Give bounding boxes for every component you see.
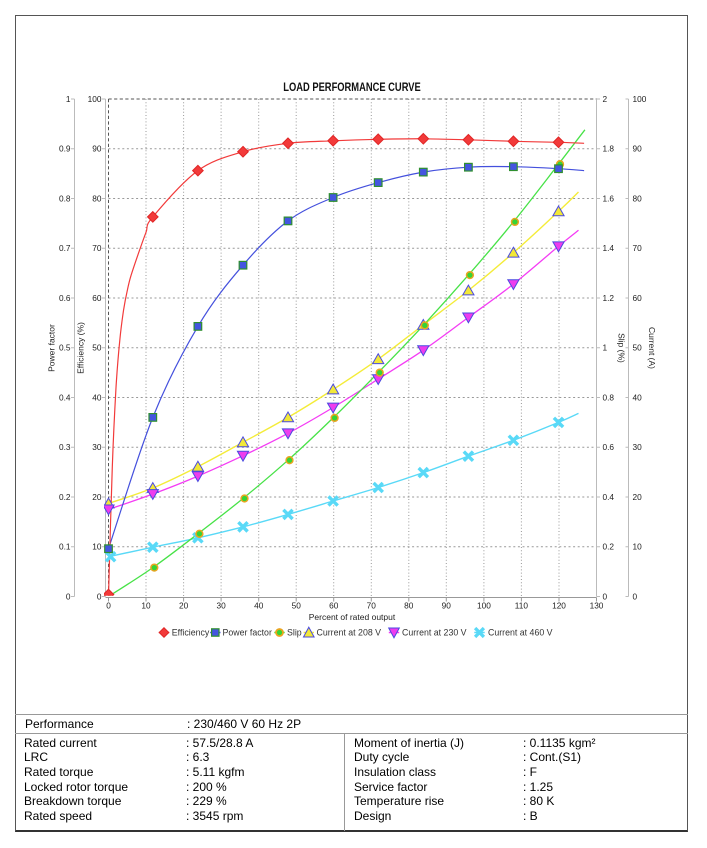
svg-text:0.6: 0.6 bbox=[603, 442, 615, 452]
svg-text:80: 80 bbox=[92, 193, 102, 203]
svg-text:10: 10 bbox=[92, 542, 102, 552]
svg-text:0.3: 0.3 bbox=[59, 442, 71, 452]
svg-text:Current at 460 V: Current at 460 V bbox=[488, 628, 553, 638]
svg-text:Efficiency: Efficiency bbox=[172, 628, 210, 638]
svg-text:30: 30 bbox=[633, 442, 643, 452]
svg-text:90: 90 bbox=[92, 144, 102, 154]
svg-text:0.1: 0.1 bbox=[59, 542, 71, 552]
svg-text:80: 80 bbox=[633, 193, 643, 203]
svg-text:Efficiency (%): Efficiency (%) bbox=[76, 322, 86, 374]
svg-text:Percent of rated output: Percent of rated output bbox=[309, 612, 396, 622]
svg-text:20: 20 bbox=[92, 492, 102, 502]
svg-text:40: 40 bbox=[633, 392, 643, 402]
svg-text:0.5: 0.5 bbox=[59, 343, 71, 353]
svg-text:0.2: 0.2 bbox=[603, 542, 615, 552]
svg-text:130: 130 bbox=[590, 600, 604, 610]
svg-text:60: 60 bbox=[633, 293, 643, 303]
svg-text:1: 1 bbox=[66, 94, 71, 104]
svg-text:0.6: 0.6 bbox=[59, 293, 71, 303]
svg-text:60: 60 bbox=[92, 293, 102, 303]
svg-text:100: 100 bbox=[477, 600, 491, 610]
svg-text:20: 20 bbox=[633, 492, 643, 502]
svg-text:40: 40 bbox=[92, 392, 102, 402]
svg-text:0.8: 0.8 bbox=[59, 193, 71, 203]
svg-text:1.2: 1.2 bbox=[603, 293, 615, 303]
svg-text:0: 0 bbox=[633, 591, 638, 601]
svg-text:0: 0 bbox=[106, 600, 111, 610]
svg-text:70: 70 bbox=[633, 243, 643, 253]
svg-text:90: 90 bbox=[633, 144, 643, 154]
svg-text:Power factor: Power factor bbox=[223, 628, 272, 638]
svg-text:0.2: 0.2 bbox=[59, 492, 71, 502]
svg-text:10: 10 bbox=[141, 600, 151, 610]
svg-text:120: 120 bbox=[552, 600, 566, 610]
svg-text:30: 30 bbox=[216, 600, 226, 610]
svg-text:70: 70 bbox=[92, 243, 102, 253]
svg-text:110: 110 bbox=[515, 600, 529, 610]
svg-text:20: 20 bbox=[179, 600, 189, 610]
svg-text:1.8: 1.8 bbox=[603, 144, 615, 154]
svg-text:0.4: 0.4 bbox=[603, 492, 615, 502]
svg-text:10: 10 bbox=[633, 542, 643, 552]
svg-text:Power factor: Power factor bbox=[47, 324, 57, 372]
svg-text:50: 50 bbox=[92, 343, 102, 353]
svg-text:0.4: 0.4 bbox=[59, 392, 71, 402]
svg-text:0: 0 bbox=[603, 591, 608, 601]
svg-text:0.9: 0.9 bbox=[59, 144, 71, 154]
svg-text:90: 90 bbox=[442, 600, 452, 610]
svg-text:LOAD PERFORMANCE CURVE: LOAD PERFORMANCE CURVE bbox=[283, 82, 421, 94]
svg-text:1.6: 1.6 bbox=[603, 193, 615, 203]
svg-text:100: 100 bbox=[88, 94, 102, 104]
svg-text:1: 1 bbox=[603, 343, 608, 353]
svg-text:0.7: 0.7 bbox=[59, 243, 71, 253]
svg-text:70: 70 bbox=[367, 600, 377, 610]
svg-text:Current at 230 V: Current at 230 V bbox=[402, 628, 467, 638]
svg-text:0: 0 bbox=[97, 591, 102, 601]
svg-text:Current at 208 V: Current at 208 V bbox=[317, 628, 382, 638]
svg-text:Current (A): Current (A) bbox=[647, 327, 657, 369]
svg-text:40: 40 bbox=[254, 600, 264, 610]
svg-text:Slip: Slip bbox=[287, 628, 302, 638]
svg-text:50: 50 bbox=[292, 600, 302, 610]
svg-text:1.4: 1.4 bbox=[603, 243, 615, 253]
svg-text:50: 50 bbox=[633, 343, 643, 353]
svg-text:30: 30 bbox=[92, 442, 102, 452]
svg-text:0.8: 0.8 bbox=[603, 392, 615, 402]
svg-text:0: 0 bbox=[66, 591, 71, 601]
svg-text:60: 60 bbox=[329, 600, 339, 610]
svg-text:80: 80 bbox=[404, 600, 414, 610]
svg-text:Slip (%): Slip (%) bbox=[617, 333, 627, 363]
svg-text:100: 100 bbox=[633, 94, 647, 104]
svg-text:2: 2 bbox=[603, 94, 608, 104]
